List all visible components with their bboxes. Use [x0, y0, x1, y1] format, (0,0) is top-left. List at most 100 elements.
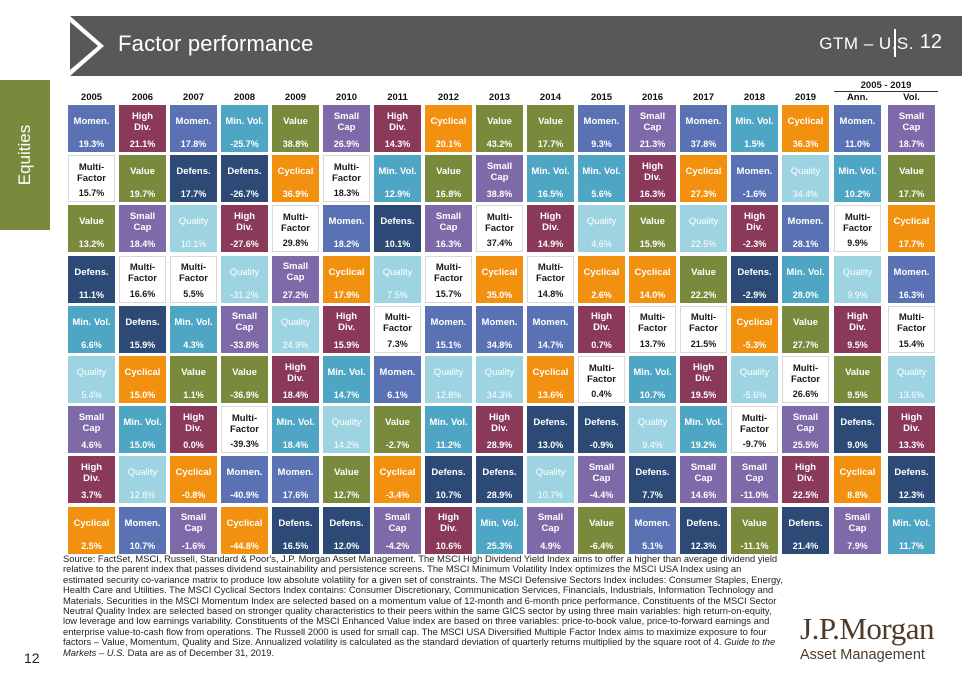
header-bar: Factor performance GTM – U.S. 12 — [70, 16, 962, 76]
factor-return: 12.8% — [435, 390, 462, 400]
factor-cell: Momen. 34.8% — [476, 305, 523, 353]
range-underline — [834, 91, 938, 92]
factor-return: 5.4% — [81, 390, 102, 400]
factor-return: 14.8% — [537, 288, 564, 299]
factor-return: 13.6% — [537, 390, 564, 400]
factor-label: Value — [232, 367, 257, 378]
factor-label: High Div. — [335, 311, 358, 334]
factor-cell: Min. Vol. 6.6% — [68, 305, 115, 353]
factor-cell: Defens. 12.3% — [888, 456, 935, 504]
factor-cell: Small Cap 27.2% — [272, 255, 319, 303]
factor-cell: Multi- Factor 15.7% — [425, 255, 472, 303]
factor-label: Value — [640, 216, 665, 228]
factor-cell: Defens. 15.9% — [119, 305, 166, 353]
factor-cell: Min. Vol. 11.2% — [425, 406, 472, 454]
factor-cell: Defens. 10.7% — [425, 456, 472, 504]
factor-return: 3.7% — [81, 490, 102, 501]
factor-return: 15.7% — [435, 288, 462, 299]
factor-cell: Defens. 16.5% — [272, 506, 319, 554]
factor-cell: Multi- Factor 0.4% — [578, 356, 625, 403]
factor-return: 22.2% — [690, 289, 717, 300]
factor-label: Defens. — [635, 467, 670, 479]
factor-label: Value — [845, 367, 870, 378]
factor-cell: Cyclical -3.4% — [374, 456, 421, 504]
factor-label: Multi- Factor — [484, 211, 515, 234]
factor-cell: Value 27.7% — [782, 305, 829, 353]
factor-cell: Multi- Factor -39.3% — [221, 406, 268, 454]
factor-cell: Min. Vol. 10.7% — [629, 356, 676, 403]
factor-label: Small Cap — [282, 261, 309, 284]
factor-return: 43.2% — [486, 139, 513, 149]
factor-return: 34.3% — [486, 390, 513, 400]
factor-label: Defens. — [380, 216, 415, 228]
factor-cell: Quality 5.4% — [68, 356, 115, 403]
factor-return: 36.9% — [282, 189, 309, 200]
factor-return: 15.7% — [78, 188, 105, 199]
factor-cell: Min. Vol. 12.9% — [374, 155, 421, 203]
factor-cell: High Div. 28.9% — [476, 406, 523, 454]
factor-cell: High Div. 19.5% — [680, 356, 727, 403]
factor-label: Quality — [178, 216, 209, 228]
factor-cell: Defens. 17.7% — [170, 155, 217, 203]
factor-return: 8.8% — [847, 490, 868, 501]
footnote-text: Source: FactSet, MSCI, Russell, Standard… — [63, 553, 783, 648]
factor-label: Momen. — [175, 116, 212, 127]
factor-label: Cyclical — [787, 116, 824, 127]
factor-label: High Div. — [794, 461, 817, 484]
factor-label: Momen. — [787, 216, 824, 228]
factor-cell: High Div. 16.3% — [629, 155, 676, 203]
factor-cell: Defens. 7.7% — [629, 456, 676, 504]
factor-return: 16.3% — [898, 289, 925, 300]
factor-return: 17.7% — [537, 139, 564, 149]
factor-return: 13.0% — [537, 440, 564, 451]
factor-cell: Cyclical 13.6% — [527, 356, 574, 403]
factor-label: Small Cap — [537, 512, 564, 535]
factor-cell: Defens. 11.1% — [68, 255, 115, 303]
factor-label: Multi- Factor — [178, 262, 209, 285]
factor-label: Cyclical — [124, 367, 161, 378]
factor-label: Defens. — [584, 417, 619, 429]
factor-cell: Momen. 17.6% — [272, 456, 319, 504]
factor-return: 18.3% — [333, 188, 360, 199]
factor-return: -3.4% — [385, 490, 410, 501]
factor-cell: Min. Vol. 15.0% — [119, 406, 166, 454]
factor-label: Quality — [127, 467, 158, 479]
factor-return: 9.0% — [847, 440, 868, 451]
factor-cell: Momen. 10.7% — [119, 506, 166, 554]
factor-label: Momen. — [583, 116, 620, 127]
factor-cell: Cyclical 20.1% — [425, 105, 472, 152]
factor-return: 5.1% — [642, 540, 663, 551]
column-header-2012: 2012 — [437, 92, 460, 103]
factor-cell: Cyclical -0.8% — [170, 456, 217, 504]
factor-label: Cyclical — [481, 266, 518, 278]
factor-return: 4.9% — [540, 540, 561, 551]
factor-cell: Quality 34.3% — [476, 356, 523, 403]
factor-cell: Defens. 9.0% — [834, 406, 881, 454]
factor-return: -36.9% — [230, 390, 259, 400]
column-header-2009: 2009 — [284, 92, 307, 103]
factor-label: Quality — [229, 266, 260, 278]
factor-label: Momen. — [430, 316, 467, 328]
factor-return: 1.5% — [744, 139, 765, 149]
factor-cell: Cyclical 2.6% — [578, 255, 625, 303]
factor-label: Cyclical — [893, 216, 930, 228]
factor-return: 10.6% — [435, 540, 462, 551]
factor-label: Quality — [535, 467, 566, 479]
factor-cell: Value 9.5% — [834, 356, 881, 403]
factor-cell: Value 15.9% — [629, 205, 676, 253]
factor-return: 12.8% — [129, 490, 156, 501]
factor-return: 13.2% — [78, 239, 105, 250]
factor-cell: Cyclical 27.3% — [680, 155, 727, 203]
factor-label: Cyclical — [328, 266, 365, 278]
factor-return: 9.5% — [847, 390, 868, 400]
factor-return: 10.1% — [180, 239, 207, 250]
factor-label: Defens. — [533, 417, 568, 429]
factor-return: 25.5% — [792, 440, 819, 451]
factor-return: 16.3% — [435, 239, 462, 250]
factor-cell: Cyclical 36.9% — [272, 155, 319, 203]
factor-cell: Min. Vol. 28.0% — [782, 255, 829, 303]
factor-return: 10.7% — [537, 490, 564, 501]
factor-label: Cyclical — [736, 316, 773, 328]
factor-cell: Small Cap 18.4% — [119, 205, 166, 253]
factor-cell: Min. Vol. 25.3% — [476, 506, 523, 554]
